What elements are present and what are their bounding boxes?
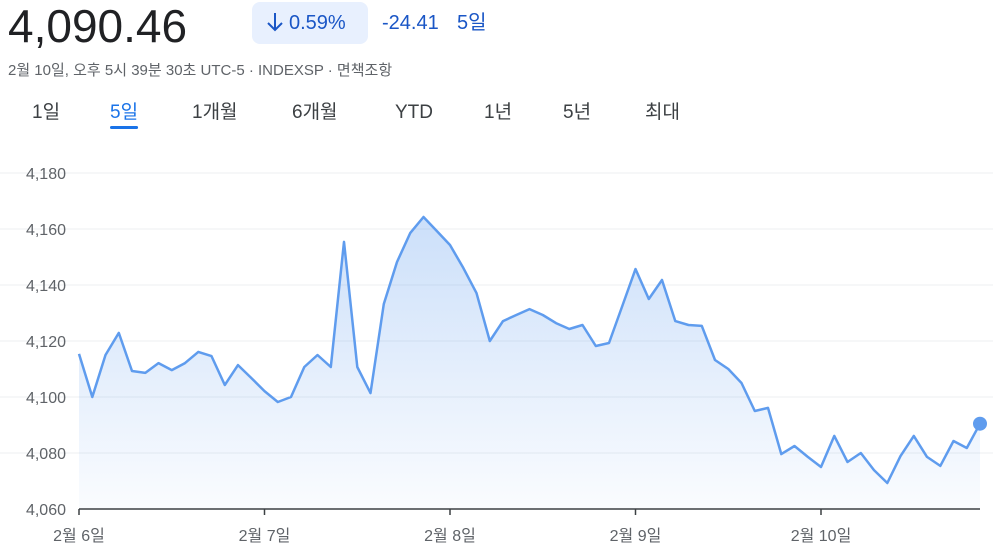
disclaimer-link[interactable]: 면책조항 [337,62,392,79]
y-tick-label: 4,120 [26,334,66,351]
y-tick-label: 4,180 [26,166,66,183]
tab-underline [110,126,139,129]
change-percent: 0.59% [289,12,346,34]
change-period: 5일 [457,11,487,34]
price: 4,090.46 [8,0,187,52]
range-tab[interactable]: 1일 [32,101,60,123]
range-tab[interactable]: 5일 [110,101,138,123]
timestamp: 2월 10일, 오후 5시 39분 30초 UTC-5 · INDEXSP · … [8,62,392,79]
range-tab[interactable]: 1년 [484,101,512,123]
change-badge [252,2,368,44]
range-tab[interactable]: YTD [395,102,433,123]
x-tick-label: 2월 6일 [53,527,105,545]
change-value: -24.41 [382,12,439,34]
area-fill [79,217,980,509]
y-tick-label: 4,100 [26,390,66,407]
price-line [77,215,982,485]
y-tick-label: 4,060 [26,502,66,519]
x-tick-label: 2월 8일 [424,527,476,545]
y-tick-label: 4,160 [26,222,66,239]
y-tick-label: 4,080 [26,446,66,463]
range-tab[interactable]: 1개월 [192,101,238,123]
range-tab[interactable]: 최대 [645,101,680,123]
x-tick-label: 2월 10일 [791,527,852,545]
range-tab[interactable]: 5년 [563,101,591,123]
down-arrow-icon [267,13,283,32]
y-tick-label: 4,140 [26,278,66,295]
x-tick-label: 2월 9일 [610,527,662,545]
range-tabs: 1일 5일 1개월 6개월 YTD 1년 5년 최대 [32,101,680,129]
chart: 4,060 4,080 4,100 4,120 4,140 4,160 4,180 2월 6일… [0,166,993,545]
last-point [973,416,987,431]
x-tick-label: 2월 7일 [239,527,291,545]
timestamp-text: 2월 10일, 오후 5시 39분 30초 UTC-5 · INDEXSP · [8,62,337,79]
range-tab[interactable]: 6개월 [292,101,338,123]
